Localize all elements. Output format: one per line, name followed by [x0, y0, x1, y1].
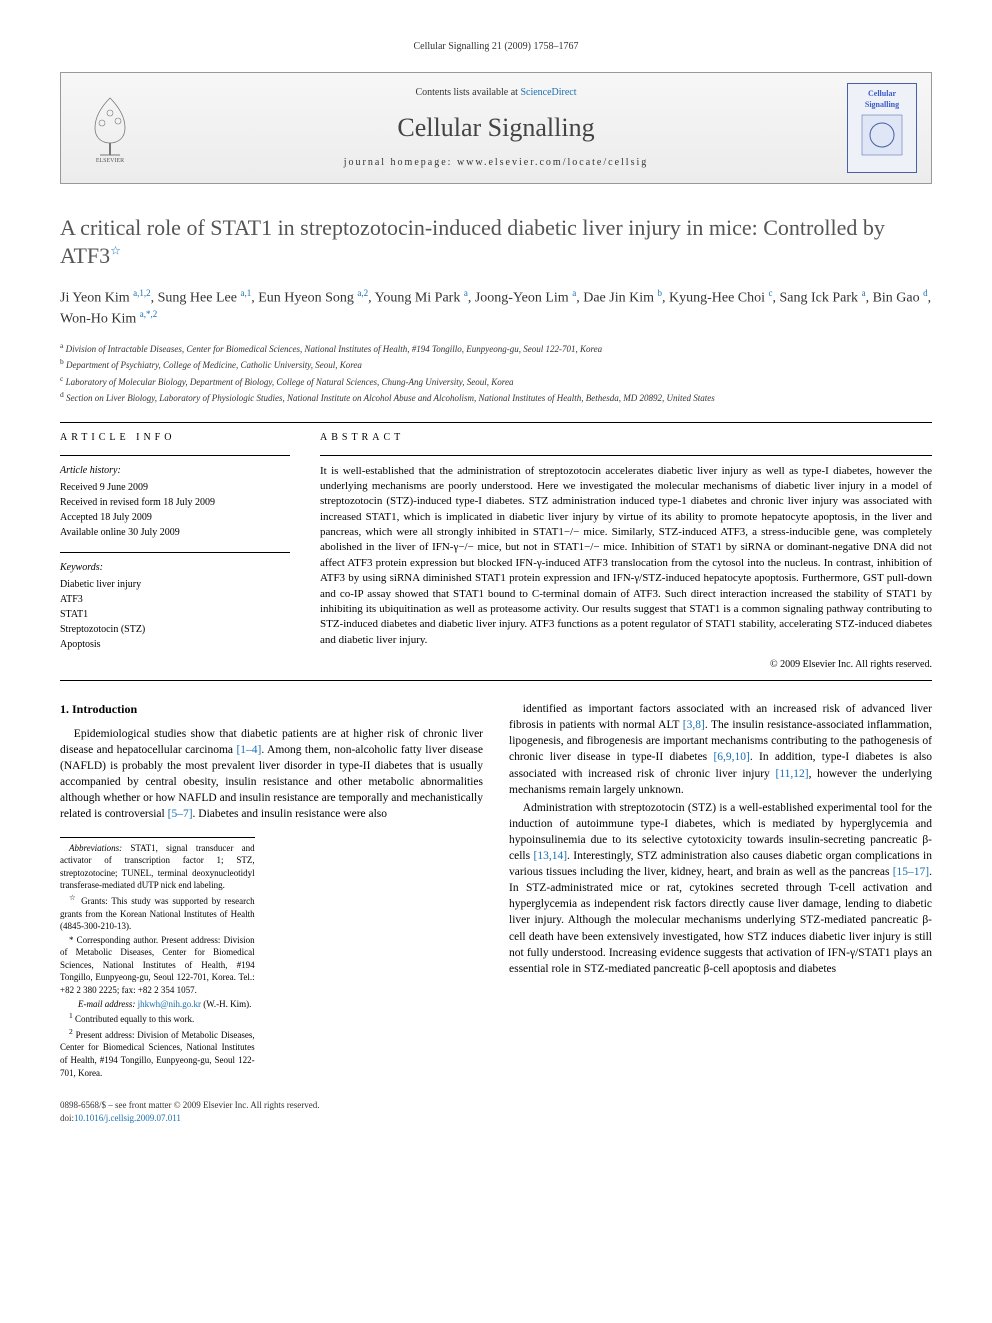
homepage-line: journal homepage: www.elsevier.com/locat… — [145, 156, 847, 170]
history-label: Article history: — [60, 464, 290, 478]
affiliation-line: b Department of Psychiatry, College of M… — [60, 356, 932, 373]
footnote-corresponding: * Corresponding author. Present address:… — [60, 934, 255, 997]
ref-link[interactable]: [11,12] — [775, 768, 808, 780]
footnote-abbrev: Abbreviations: STAT1, signal transducer … — [60, 842, 255, 892]
abbrev-label: Abbreviations: — [69, 843, 122, 853]
footnote-1: 1 Contributed equally to this work. — [60, 1011, 255, 1026]
ref-link[interactable]: [3,8] — [683, 719, 705, 731]
footer-copyright: 0898-6568/$ – see front matter © 2009 El… — [60, 1099, 932, 1112]
doi-label: doi: — [60, 1113, 74, 1123]
ref-link[interactable]: [13,14] — [533, 850, 567, 862]
journal-cover-thumb: Cellular Signalling — [847, 83, 917, 173]
affiliation-line: c Laboratory of Molecular Biology, Depar… — [60, 373, 932, 390]
cover-title: Cellular Signalling — [852, 88, 912, 110]
title-text: A critical role of STAT1 in streptozotoc… — [60, 215, 885, 268]
abstract-copyright: © 2009 Elsevier Inc. All rights reserved… — [320, 658, 932, 672]
keyword-line: Streptozotocin (STZ) — [60, 622, 290, 637]
email-link[interactable]: jhkwh@nih.go.kr — [138, 999, 201, 1009]
article-info: ARTICLE INFO Article history: Received 9… — [60, 431, 290, 673]
ref-link[interactable]: [6,9,10] — [713, 751, 749, 763]
intro-para-2: identified as important factors associat… — [509, 701, 932, 798]
banner-center: Contents lists available at ScienceDirec… — [145, 86, 847, 170]
rule-info-2 — [60, 552, 290, 553]
elsevier-tree-icon: ELSEVIER — [80, 93, 140, 163]
intro-para-3: Administration with streptozotocin (STZ)… — [509, 800, 932, 977]
homepage-url: www.elsevier.com/locate/cellsig — [457, 157, 648, 168]
email-label: E-mail address: — [78, 999, 138, 1009]
grants-text: Grants: This study was supported by rese… — [60, 896, 255, 931]
footnote-2: 2 Present address: Division of Metabolic… — [60, 1027, 255, 1079]
ref-link[interactable]: [15–17] — [893, 866, 929, 878]
affiliation-line: d Section on Liver Biology, Laboratory o… — [60, 389, 932, 406]
history-line: Received in revised form 18 July 2009 — [60, 495, 290, 510]
ref-link[interactable]: [1–4] — [236, 744, 261, 756]
info-abstract-row: ARTICLE INFO Article history: Received 9… — [60, 431, 932, 673]
keyword-line: ATF3 — [60, 592, 290, 607]
email-suffix: (W.-H. Kim). — [201, 999, 251, 1009]
abstract-text: It is well-established that the administ… — [320, 464, 932, 649]
ref-link[interactable]: [5–7] — [168, 808, 193, 820]
rule-info-1 — [60, 455, 290, 456]
rule-bottom — [60, 680, 932, 681]
corr-text: Corresponding author. Present address: D… — [60, 935, 255, 995]
keyword-line: Apoptosis — [60, 637, 290, 652]
keyword-line: STAT1 — [60, 607, 290, 622]
keyword-line: Diabetic liver injury — [60, 577, 290, 592]
affiliation-line: a Division of Intractable Diseases, Cent… — [60, 340, 932, 357]
keywords-label: Keywords: — [60, 561, 290, 575]
body-columns: 1. Introduction Epidemiological studies … — [60, 701, 932, 1079]
running-head: Cellular Signalling 21 (2009) 1758–1767 — [60, 40, 932, 54]
footnote-grants: ☆ Grants: This study was supported by re… — [60, 893, 255, 933]
rule-abs — [320, 455, 932, 456]
cover-art-icon — [857, 110, 907, 160]
abstract-heading: ABSTRACT — [320, 431, 932, 445]
abstract: ABSTRACT It is well-established that the… — [320, 431, 932, 673]
homepage-label: journal homepage: — [344, 157, 457, 168]
rule-top — [60, 422, 932, 423]
intro-para-1: Epidemiological studies show that diabet… — [60, 726, 483, 823]
footer-doi: doi:10.1016/j.cellsig.2009.07.011 — [60, 1112, 932, 1125]
history-line: Available online 30 July 2009 — [60, 525, 290, 540]
author-list: Ji Yeon Kim a,1,2, Sung Hee Lee a,1, Eun… — [60, 287, 932, 330]
title-footnote-mark[interactable]: ☆ — [110, 243, 121, 257]
journal-banner: ELSEVIER Contents lists available at Sci… — [60, 72, 932, 184]
note2-text: Present address: Division of Metabolic D… — [60, 1030, 255, 1078]
info-heading: ARTICLE INFO — [60, 431, 290, 445]
history-line: Received 9 June 2009 — [60, 480, 290, 495]
affiliations: a Division of Intractable Diseases, Cent… — [60, 340, 932, 406]
note1-text: Contributed equally to this work. — [73, 1014, 195, 1024]
contents-line: Contents lists available at ScienceDirec… — [145, 86, 847, 100]
footnote-email: E-mail address: jhkwh@nih.go.kr (W.-H. K… — [60, 998, 255, 1011]
article-title: A critical role of STAT1 in streptozotoc… — [60, 214, 932, 269]
sciencedirect-link[interactable]: ScienceDirect — [520, 87, 576, 98]
svg-text:ELSEVIER: ELSEVIER — [96, 158, 124, 163]
journal-name: Cellular Signalling — [145, 110, 847, 146]
footnotes-block: Abbreviations: STAT1, signal transducer … — [60, 837, 255, 1080]
contents-prefix: Contents lists available at — [415, 87, 520, 98]
history-line: Accepted 18 July 2009 — [60, 510, 290, 525]
section-heading-intro: 1. Introduction — [60, 701, 483, 718]
doi-link[interactable]: 10.1016/j.cellsig.2009.07.011 — [74, 1113, 181, 1123]
publisher-logo: ELSEVIER — [75, 88, 145, 168]
page-footer: 0898-6568/$ – see front matter © 2009 El… — [60, 1099, 932, 1124]
